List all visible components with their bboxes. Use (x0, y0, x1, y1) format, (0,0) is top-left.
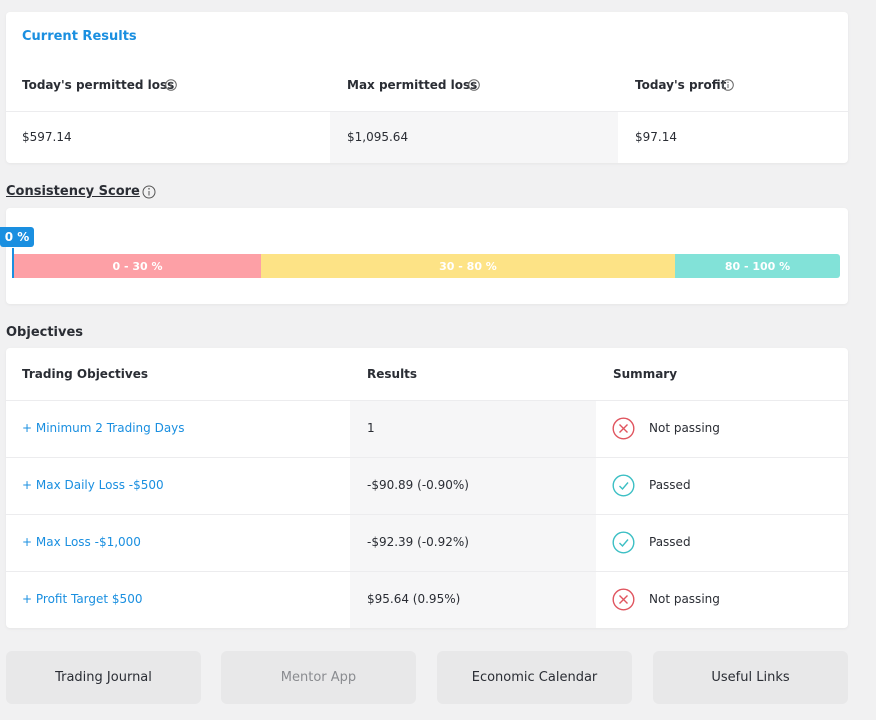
objective-link[interactable]: + Max Daily Loss -$500 (22, 478, 164, 492)
stat-value: $1,095.64 (347, 130, 409, 144)
summary: Not passing (649, 592, 720, 606)
range-label: 30 - 80 % (439, 259, 497, 273)
divider (6, 514, 848, 515)
section-title: Consistency Score (6, 184, 140, 199)
fail-icon (612, 417, 635, 440)
pass-icon (612, 531, 635, 554)
objective-link[interactable]: + Max Loss -$1,000 (22, 535, 141, 549)
result: -$90.89 (-0.90%) (367, 478, 469, 492)
stat-label: Today's profit (635, 78, 727, 92)
info-icon[interactable] (142, 185, 156, 199)
stat-label: Today's permitted loss (22, 78, 175, 92)
result: 1 (367, 421, 375, 435)
journal-button[interactable]: Trading Journal (6, 651, 201, 704)
column-header: Summary (613, 367, 678, 381)
divider (6, 571, 848, 572)
range-label: 0 - 30 % (112, 259, 163, 273)
divider (6, 457, 848, 458)
stat-label: Max permitted loss (347, 78, 478, 92)
info-icon[interactable] (722, 79, 734, 91)
result: -$92.39 (-0.92%) (367, 535, 469, 549)
range-label: 80 - 100 % (724, 259, 791, 273)
objectives-table: Trading Objectives Results Summary + Min… (6, 348, 848, 628)
pass-icon (612, 474, 635, 497)
score-badge: 0 % (0, 227, 34, 247)
range-segment: 80 - 100 % (675, 254, 840, 278)
summary: Passed (649, 478, 691, 492)
stat-value: $597.14 (22, 130, 72, 144)
summary: Passed (649, 535, 691, 549)
info-icon[interactable] (165, 79, 177, 91)
links-button[interactable]: Useful Links (653, 651, 848, 704)
section-title: Objectives (6, 325, 84, 340)
range-segment: 0 - 30 % (14, 254, 261, 278)
card-title: Current Results (22, 29, 137, 44)
column-header: Results (367, 367, 418, 381)
divider (6, 400, 848, 401)
result: $95.64 (0.95%) (367, 592, 461, 606)
current-results-card: Current Results Today's permitted loss M… (6, 12, 848, 163)
score-pointer (12, 248, 14, 278)
stat-value: $97.14 (635, 130, 677, 144)
range-segment: 30 - 80 % (261, 254, 675, 278)
calendar-button[interactable]: Economic Calendar (437, 651, 632, 704)
summary: Not passing (649, 421, 720, 435)
fail-icon (612, 588, 635, 611)
cell-bg (330, 112, 618, 163)
consistency-card: 0 - 30 % 30 - 80 % 80 - 100 % (6, 208, 848, 304)
divider (6, 111, 848, 112)
objective-link[interactable]: + Profit Target $500 (22, 592, 143, 606)
objective-link[interactable]: + Minimum 2 Trading Days (22, 421, 185, 435)
column-header: Trading Objectives (22, 367, 149, 381)
info-icon[interactable] (468, 79, 480, 91)
mentor-button[interactable]: Mentor App (221, 651, 416, 704)
